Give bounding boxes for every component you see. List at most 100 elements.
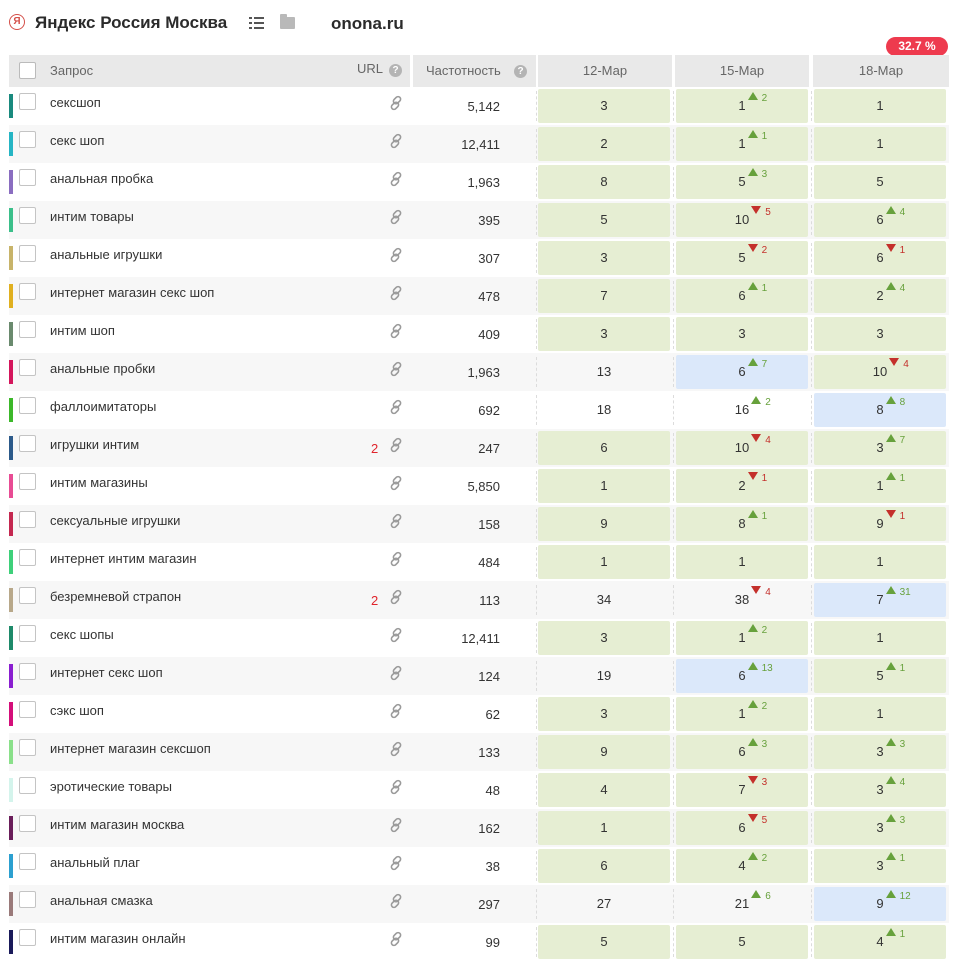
position-cell[interactable]: 34	[538, 583, 670, 617]
position-cell[interactable]: 6 13	[676, 659, 808, 693]
position-cell[interactable]: 3	[538, 89, 670, 123]
position-cell[interactable]: 3	[538, 317, 670, 351]
date-column-header[interactable]: 15-Мар	[675, 55, 809, 87]
position-cell[interactable]: 1	[814, 89, 946, 123]
link-icon[interactable]	[388, 817, 404, 833]
query-text[interactable]: анальный плаг	[50, 855, 140, 870]
folder-icon[interactable]	[280, 14, 295, 29]
link-icon[interactable]	[388, 703, 404, 719]
row-checkbox[interactable]	[19, 739, 36, 756]
link-icon[interactable]	[388, 589, 404, 605]
url-count[interactable]: 2	[371, 593, 379, 608]
url-count[interactable]: 2	[371, 441, 379, 456]
row-checkbox[interactable]	[19, 207, 36, 224]
query-text[interactable]: анальная пробка	[50, 171, 154, 186]
table-row[interactable]: интим магазины 5,850 1 2 1 1 1	[9, 467, 949, 505]
link-icon[interactable]	[388, 95, 404, 111]
row-checkbox[interactable]	[19, 929, 36, 946]
row-checkbox[interactable]	[19, 853, 36, 870]
link-icon[interactable]	[388, 779, 404, 795]
position-cell[interactable]: 16 2	[676, 393, 808, 427]
query-text[interactable]: интим шоп	[50, 323, 115, 338]
row-checkbox[interactable]	[19, 435, 36, 452]
table-row[interactable]: интернет секс шоп 124 19 6 13 5 1	[9, 657, 949, 695]
query-text[interactable]: фаллоимитаторы	[50, 399, 157, 414]
table-row[interactable]: интернет интим магазин 484 1 1 1	[9, 543, 949, 581]
link-icon[interactable]	[388, 437, 404, 453]
query-text[interactable]: сексуальные игрушки	[50, 513, 181, 528]
position-cell[interactable]: 3	[676, 317, 808, 351]
link-icon[interactable]	[388, 399, 404, 415]
table-row[interactable]: сексшоп 5,142 3 1 2 1	[9, 87, 949, 125]
link-icon[interactable]	[388, 475, 404, 491]
link-icon[interactable]	[388, 741, 404, 757]
table-row[interactable]: интернет магазин сексшоп 133 9 6 3 3 3	[9, 733, 949, 771]
position-cell[interactable]: 7 31	[814, 583, 946, 617]
frequency-column-header[interactable]: Частотность ?	[413, 55, 536, 87]
query-text[interactable]: интим магазин онлайн	[50, 931, 186, 946]
row-checkbox[interactable]	[19, 131, 36, 148]
row-checkbox[interactable]	[19, 245, 36, 262]
table-row[interactable]: анальный плаг 38 6 4 2 3 1	[9, 847, 949, 885]
table-row[interactable]: интернет магазин секс шоп 478 7 6 1 2 4	[9, 277, 949, 315]
link-icon[interactable]	[388, 133, 404, 149]
row-checkbox[interactable]	[19, 93, 36, 110]
table-row[interactable]: интим шоп 409 3 3 3	[9, 315, 949, 353]
link-icon[interactable]	[388, 551, 404, 567]
query-text[interactable]: сэкс шоп	[50, 703, 104, 718]
table-row[interactable]: интим магазин онлайн 99 5 5 4 1	[9, 923, 949, 961]
query-text[interactable]: анальные пробки	[50, 361, 156, 376]
position-cell[interactable]: 3	[814, 317, 946, 351]
position-cell[interactable]: 5	[676, 925, 808, 959]
position-cell[interactable]: 1	[538, 545, 670, 579]
list-icon[interactable]	[249, 17, 264, 29]
query-text[interactable]: интим магазин москва	[50, 817, 185, 832]
table-row[interactable]: игрушки интим 2 247 6 10 4 3 7	[9, 429, 949, 467]
row-checkbox[interactable]	[19, 473, 36, 490]
position-cell[interactable]: 1	[676, 545, 808, 579]
position-cell[interactable]: 3	[538, 241, 670, 275]
query-text[interactable]: безремневой страпон	[50, 589, 182, 604]
query-column-label[interactable]: Запрос	[50, 63, 94, 78]
position-cell[interactable]: 1	[814, 127, 946, 161]
table-row[interactable]: анальные игрушки 307 3 5 2 6 1	[9, 239, 949, 277]
table-row[interactable]: безремневой страпон 2 113 34 38 4 7 31	[9, 581, 949, 619]
position-cell[interactable]: 9	[538, 735, 670, 769]
row-checkbox[interactable]	[19, 511, 36, 528]
query-text[interactable]: эротические товары	[50, 779, 172, 794]
position-cell[interactable]: 3	[538, 697, 670, 731]
search-engine-title[interactable]: Яндекс Россия Москва	[35, 13, 228, 32]
position-cell[interactable]: 10 5	[676, 203, 808, 237]
position-cell[interactable]: 1	[814, 545, 946, 579]
row-checkbox[interactable]	[19, 321, 36, 338]
domain-title[interactable]: onona.ru	[331, 14, 404, 33]
table-row[interactable]: интим магазин москва 162 1 6 5 3 3	[9, 809, 949, 847]
link-icon[interactable]	[388, 855, 404, 871]
row-checkbox[interactable]	[19, 397, 36, 414]
row-checkbox[interactable]	[19, 587, 36, 604]
position-cell[interactable]: 5	[538, 203, 670, 237]
row-checkbox[interactable]	[19, 359, 36, 376]
position-cell[interactable]: 1	[814, 697, 946, 731]
link-icon[interactable]	[388, 209, 404, 225]
